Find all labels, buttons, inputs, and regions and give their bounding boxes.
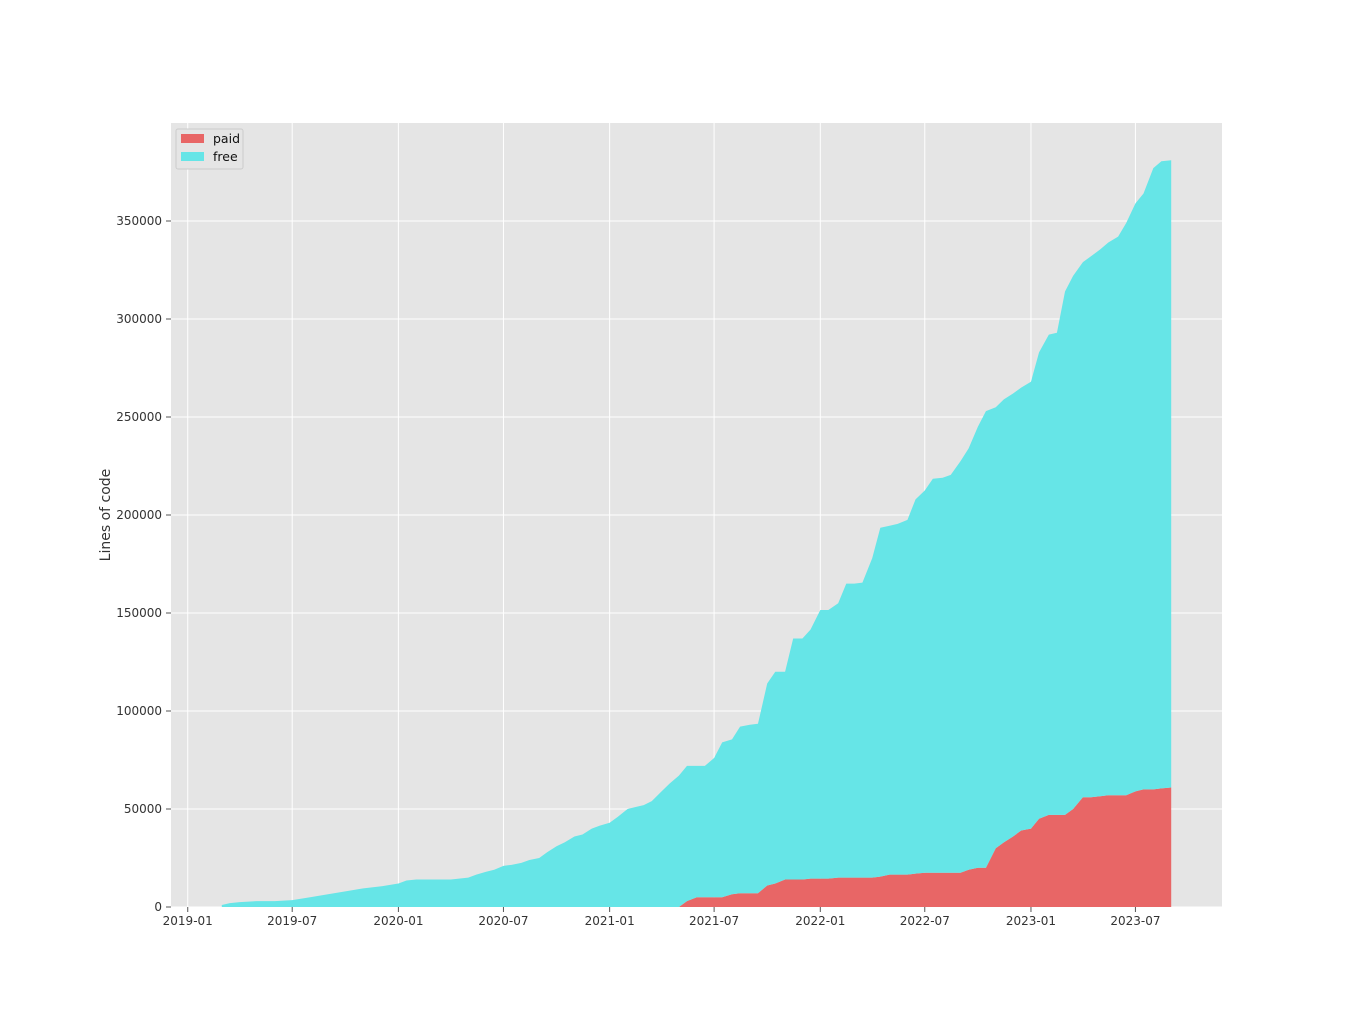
y-tick-label: 50000 <box>124 802 162 816</box>
y-tick-label: 300000 <box>116 312 162 326</box>
x-tick-label: 2020-01 <box>373 914 423 928</box>
legend-label-free: free <box>213 149 238 164</box>
x-tick-label: 2019-01 <box>163 914 213 928</box>
area-series-free <box>221 160 1172 908</box>
x-tick-label: 2021-01 <box>585 914 635 928</box>
x-tick-label: 2019-07 <box>267 914 317 928</box>
y-tick-label: 100000 <box>116 704 162 718</box>
x-tick-label: 2020-07 <box>478 914 528 928</box>
stacked-areas <box>221 160 1172 908</box>
x-tick-label: 2023-07 <box>1110 914 1160 928</box>
area-series-paid <box>221 787 1172 907</box>
legend: paid free <box>175 128 244 170</box>
x-axis: 2019-01 2019-07 2020-01 2020-07 2021-01 2021-… <box>163 907 1160 928</box>
x-tick-label: 2021-07 <box>689 914 739 928</box>
legend-swatch-free <box>181 152 204 161</box>
y-tick-label: 150000 <box>116 606 162 620</box>
x-tick-label: 2023-01 <box>1006 914 1056 928</box>
y-axis: 0 50000 100000 150000 200000 250000 300000 3500… <box>116 214 171 914</box>
x-tick-label: 2022-01 <box>795 914 845 928</box>
y-tick-label: 200000 <box>116 508 162 522</box>
x-tick-label: 2022-07 <box>900 914 950 928</box>
y-tick-label: 0 <box>154 900 162 914</box>
legend-label-paid: paid <box>213 131 240 146</box>
legend-swatch-paid <box>181 134 204 143</box>
y-tick-label: 350000 <box>116 214 162 228</box>
y-axis-label: Lines of code <box>98 469 114 562</box>
y-tick-label: 250000 <box>116 410 162 424</box>
